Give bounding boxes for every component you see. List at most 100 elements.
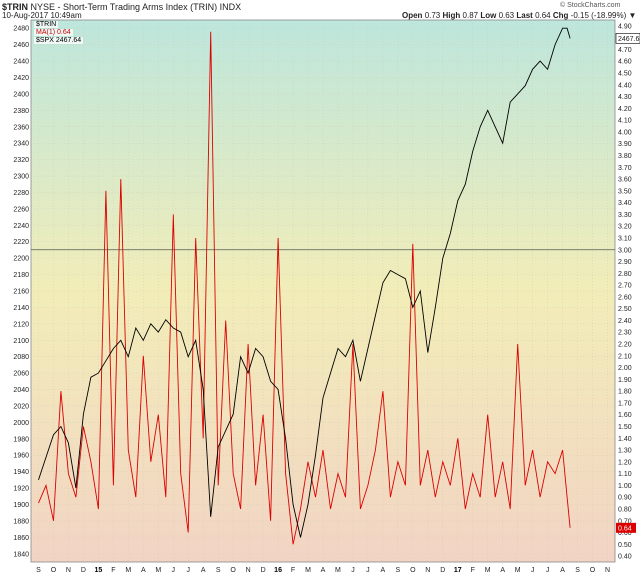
x-tick-label: A [381, 567, 386, 574]
right-tick-label: 2.30 [618, 330, 632, 337]
low-label: Low [480, 11, 497, 20]
stockcharts-watermark: © StockCharts.com [560, 2, 621, 9]
right-axis-ticks: 0.40 0.50 0.60 0.70 0.80 0.90 1.00 1.10 1.20 1.30… [618, 23, 632, 560]
right-tick-label: 2.60 [618, 294, 632, 301]
right-tick-label: 1.40 [618, 436, 632, 443]
chg-arrow-icon: ▼ [628, 11, 637, 20]
x-tick-label: N [246, 567, 251, 574]
right-tick-label: 4.10 [618, 118, 632, 125]
chart-date: 10-Aug-2017 10:49am [2, 11, 82, 20]
x-tick-label: A [500, 567, 505, 574]
x-tick-label: N [425, 567, 430, 574]
left-tick-label: 2060 [13, 371, 29, 378]
left-tick-label: 2400 [13, 91, 29, 98]
x-tick-label: J [172, 567, 176, 574]
x-tick-label: N [66, 567, 71, 574]
left-tick-label: 1960 [13, 453, 29, 460]
right-tick-label: 4.50 [618, 71, 632, 78]
legend-trin: $TRIN [34, 21, 59, 28]
x-tick-label: M [515, 567, 521, 574]
x-tick-label: F [291, 567, 295, 574]
open-value: 0.73 [424, 11, 441, 20]
left-tick-label: 2320 [13, 157, 29, 164]
x-tick-label: J [546, 567, 550, 574]
left-tick-label: 2440 [13, 59, 29, 66]
right-tick-label: 0.90 [618, 495, 632, 502]
left-tick-label: 2080 [13, 354, 29, 361]
x-tick-label: F [471, 567, 475, 574]
left-tick-label: 1880 [13, 518, 29, 525]
right-tick-label: 3.20 [618, 224, 632, 231]
gridlines [31, 20, 615, 562]
x-tick-label: F [111, 567, 115, 574]
right-tick-label: 4.30 [618, 94, 632, 101]
left-tick-label: 2420 [13, 75, 29, 82]
index-suffix: INDX [219, 2, 242, 12]
x-tick-label: M [125, 567, 131, 574]
high-value: 0.87 [462, 11, 479, 20]
x-tick-label: D [440, 567, 445, 574]
x-tick-label: S [216, 567, 221, 574]
right-tick-label: 3.70 [618, 165, 632, 172]
last-label: Last [516, 11, 533, 20]
symbol: $TRIN [2, 2, 29, 12]
x-tick-label: O [590, 567, 596, 574]
chart-title: $TRIN NYSE - Short-Term Trading Arms Ind… [2, 2, 241, 12]
left-tick-label: 2380 [13, 108, 29, 115]
x-tick-label: N [605, 567, 610, 574]
right-tick-label: 1.70 [618, 400, 632, 407]
x-tick-label: S [36, 567, 41, 574]
x-axis-ticks: S O N D 15 F M A M J J A S O N D 16 F M A M J J A S O N D 17 F M A M J J A S… [36, 567, 610, 574]
right-tick-label: 2.70 [618, 283, 632, 290]
x-tick-label: J [186, 567, 190, 574]
right-tick-label: 1.80 [618, 389, 632, 396]
x-tick-label: J [351, 567, 355, 574]
right-tick-label: 2.00 [618, 365, 632, 372]
left-tick-label: 2180 [13, 272, 29, 279]
series-layer [38, 27, 571, 545]
left-tick-label: 1920 [13, 486, 29, 493]
chg-value: -0.15 (-18.99%) [570, 11, 627, 20]
left-tick-label: 2300 [13, 174, 29, 181]
last-value: 0.64 [535, 11, 551, 20]
right-tick-label: 0.70 [618, 518, 632, 525]
right-tick-label: 0.40 [618, 554, 632, 561]
x-tick-label: J [531, 567, 535, 574]
trin-last-label-box [616, 522, 636, 533]
trin-line [38, 31, 571, 545]
right-tick-label: 2.20 [618, 342, 632, 349]
right-tick-label: 4.70 [618, 47, 632, 54]
x-tick-label: A [141, 567, 146, 574]
x-tick-label: O [51, 567, 57, 574]
x-tick-label: 17 [454, 567, 462, 574]
right-tick-label: 3.00 [618, 247, 632, 254]
right-tick-label: 3.80 [618, 153, 632, 160]
spx-last-label: 2467.64 [618, 36, 640, 43]
right-tick-label: 0.60 [618, 530, 632, 537]
left-tick-label: 1900 [13, 502, 29, 509]
left-tick-label: 1940 [13, 469, 29, 476]
right-tick-label: 4.40 [618, 82, 632, 89]
x-tick-label: D [261, 567, 266, 574]
right-tick-label: 3.40 [618, 200, 632, 207]
right-tick-label: 3.50 [618, 188, 632, 195]
right-tick-label: 2.80 [618, 271, 632, 278]
left-tick-label: 2480 [13, 26, 29, 33]
x-tick-label: O [230, 567, 236, 574]
left-tick-label: 2360 [13, 124, 29, 131]
x-tick-label: O [410, 567, 416, 574]
right-tick-label: 4.90 [618, 23, 632, 30]
spx-line [38, 27, 571, 538]
left-tick-label: 2280 [13, 190, 29, 197]
x-tick-label: A [321, 567, 326, 574]
right-tick-label: 1.60 [618, 412, 632, 419]
x-tick-label: 16 [274, 567, 282, 574]
left-tick-label: 2020 [13, 403, 29, 410]
left-tick-label: 2100 [13, 338, 29, 345]
left-axis-ticks: 1840 1860 1880 1900 1920 1940 1960 1980 2000 2020… [13, 26, 29, 559]
left-tick-label: 2200 [13, 256, 29, 263]
right-tick-label: 3.60 [618, 177, 632, 184]
right-tick-label: 1.50 [618, 424, 632, 431]
right-tick-label: 4.60 [618, 59, 632, 66]
left-tick-label: 2140 [13, 305, 29, 312]
